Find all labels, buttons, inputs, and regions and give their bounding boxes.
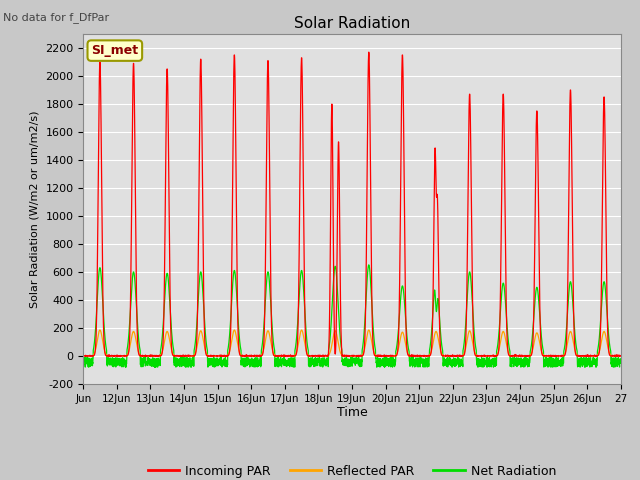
Net Radiation [611,364,619,370]
Legend: Incoming PAR, Reflected PAR, Net Radiation: Incoming PAR, Reflected PAR, Net Radiati… [143,460,561,480]
Reflected PAR [189,353,197,359]
Reflected PAR [79,353,87,359]
Line: Incoming PAR: Incoming PAR [83,52,621,356]
X-axis label: Time: Time [337,407,367,420]
Incoming PAR [79,353,87,359]
Line: Net Radiation: Net Radiation [83,265,621,367]
Reflected PAR [502,342,510,348]
Reflected PAR [421,353,429,359]
Incoming PAR [365,49,372,55]
Reflected PAR [617,353,625,359]
Net Radiation [617,360,625,366]
Text: No data for f_DfPar: No data for f_DfPar [3,12,109,23]
Reflected PAR [468,338,476,344]
Net Radiation [365,262,372,268]
Net Radiation [189,357,197,362]
Incoming PAR [535,243,543,249]
Incoming PAR [503,323,511,329]
Line: Reflected PAR: Reflected PAR [83,330,621,356]
Reflected PAR [96,327,104,333]
Net Radiation [535,301,543,307]
Net Radiation [151,364,159,370]
Incoming PAR [80,353,88,359]
Incoming PAR [421,353,429,359]
Reflected PAR [611,353,619,359]
Net Radiation [79,355,87,361]
Net Radiation [421,364,429,370]
Incoming PAR [617,353,625,359]
Title: Solar Radiation: Solar Radiation [294,16,410,31]
Incoming PAR [189,353,197,359]
Reflected PAR [535,336,543,341]
Y-axis label: Solar Radiation (W/m2 or um/m2/s): Solar Radiation (W/m2 or um/m2/s) [29,110,40,308]
Text: SI_met: SI_met [92,44,138,57]
Incoming PAR [611,353,619,359]
Net Radiation [503,318,511,324]
Net Radiation [468,301,476,307]
Incoming PAR [468,288,476,294]
